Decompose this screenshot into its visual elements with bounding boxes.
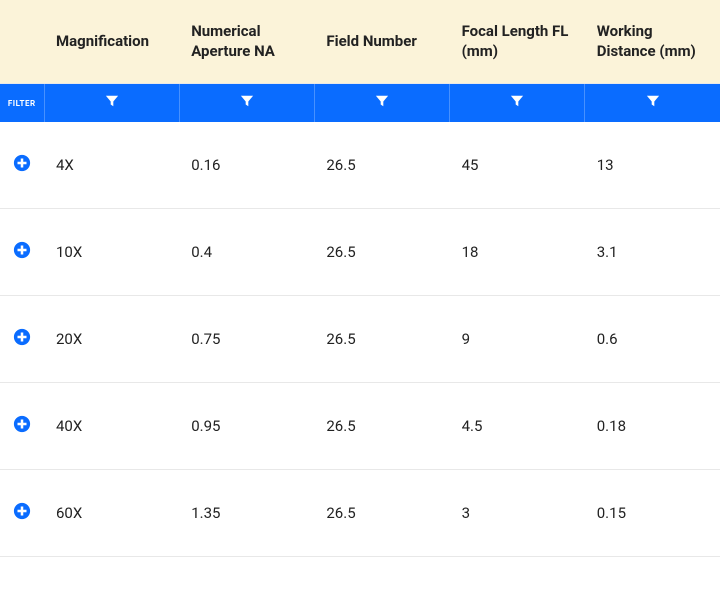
table-row: 10X 0.4 26.5 18 3.1: [0, 209, 720, 296]
filter-cell-working-distance[interactable]: [585, 84, 720, 123]
col-header-working-distance[interactable]: Working Distance (mm): [585, 0, 720, 84]
cell-field-number: 26.5: [314, 209, 449, 296]
col-header-field-number[interactable]: Field Number: [314, 0, 449, 84]
cell-field-number: 26.5: [314, 122, 449, 209]
cell-numerical-aperture: 1.35: [179, 470, 314, 557]
cell-magnification: 40X: [44, 383, 179, 470]
cell-magnification: 4X: [44, 122, 179, 209]
cell-field-number: 26.5: [314, 470, 449, 557]
filter-cell-numerical-aperture[interactable]: [179, 84, 314, 123]
table-row: 60X 1.35 26.5 3 0.15: [0, 470, 720, 557]
cell-focal-length: 45: [450, 122, 585, 209]
table-header: Magnification Numerical Aperture NA Fiel…: [0, 0, 720, 84]
filter-row: FILTER: [0, 84, 720, 123]
objectives-table: Magnification Numerical Aperture NA Fiel…: [0, 0, 720, 557]
expand-row-icon[interactable]: [13, 241, 31, 259]
filter-cell-field-number[interactable]: [314, 84, 449, 123]
cell-field-number: 26.5: [314, 383, 449, 470]
cell-working-distance: 0.18: [585, 383, 720, 470]
cell-field-number: 26.5: [314, 296, 449, 383]
cell-numerical-aperture: 0.16: [179, 122, 314, 209]
cell-numerical-aperture: 0.95: [179, 383, 314, 470]
filter-icon: [510, 94, 524, 108]
cell-working-distance: 0.15: [585, 470, 720, 557]
header-expand-spacer: [0, 0, 44, 84]
filter-cell-magnification[interactable]: [44, 84, 179, 123]
filter-icon: [105, 94, 119, 108]
expand-row-icon[interactable]: [13, 415, 31, 433]
cell-numerical-aperture: 0.4: [179, 209, 314, 296]
filter-cell-focal-length[interactable]: [450, 84, 585, 123]
expand-row-icon[interactable]: [13, 328, 31, 346]
cell-magnification: 10X: [44, 209, 179, 296]
col-header-focal-length[interactable]: Focal Length FL (mm): [450, 0, 585, 84]
filter-icon: [240, 94, 254, 108]
cell-focal-length: 4.5: [450, 383, 585, 470]
filter-label: FILTER: [0, 84, 44, 123]
table-row: 40X 0.95 26.5 4.5 0.18: [0, 383, 720, 470]
cell-focal-length: 3: [450, 470, 585, 557]
cell-magnification: 20X: [44, 296, 179, 383]
cell-magnification: 60X: [44, 470, 179, 557]
cell-focal-length: 9: [450, 296, 585, 383]
table-row: 4X 0.16 26.5 45 13: [0, 122, 720, 209]
cell-working-distance: 3.1: [585, 209, 720, 296]
expand-row-icon[interactable]: [13, 502, 31, 520]
cell-working-distance: 0.6: [585, 296, 720, 383]
table-row: 20X 0.75 26.5 9 0.6: [0, 296, 720, 383]
filter-icon: [646, 94, 660, 108]
table-body: 4X 0.16 26.5 45 13 10X 0.4 26.5 18 3.1: [0, 122, 720, 557]
cell-numerical-aperture: 0.75: [179, 296, 314, 383]
cell-working-distance: 13: [585, 122, 720, 209]
col-header-numerical-aperture[interactable]: Numerical Aperture NA: [179, 0, 314, 84]
expand-row-icon[interactable]: [13, 154, 31, 172]
filter-icon: [375, 94, 389, 108]
cell-focal-length: 18: [450, 209, 585, 296]
col-header-magnification[interactable]: Magnification: [44, 0, 179, 84]
